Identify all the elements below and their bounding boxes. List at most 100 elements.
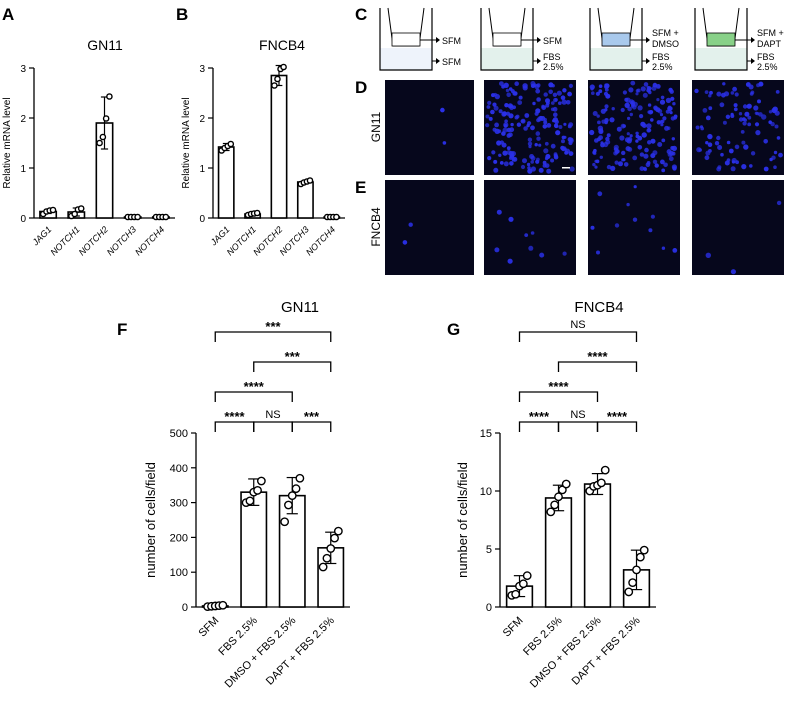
nucleus — [596, 114, 600, 118]
micrograph-background — [692, 180, 784, 275]
nucleus — [599, 155, 603, 159]
nucleus — [626, 138, 632, 144]
nucleus — [716, 135, 721, 141]
category-label: DMSO + FBS 2.5% — [223, 614, 299, 690]
nucleus — [504, 119, 508, 123]
data-point — [333, 526, 343, 536]
y-tick-label: 0 — [20, 214, 26, 225]
nucleus — [635, 134, 640, 139]
nucleus — [499, 161, 504, 165]
data-point — [280, 63, 287, 71]
nucleus — [743, 144, 749, 150]
nucleus — [632, 155, 638, 161]
significance-label: **** — [224, 409, 245, 424]
nucleus — [775, 90, 780, 94]
nucleus — [645, 162, 651, 168]
row-label-gn11: GN11 — [369, 111, 383, 142]
nucleus — [543, 92, 548, 97]
nucleus — [629, 112, 633, 117]
significance-label: **** — [529, 409, 550, 424]
nucleus — [402, 240, 408, 245]
nucleus — [744, 111, 750, 117]
nucleus — [662, 116, 667, 121]
nucleus — [704, 90, 709, 94]
nucleus — [600, 108, 606, 114]
nucleus — [666, 149, 672, 155]
significance-bracket: *** — [253, 349, 332, 372]
data-point — [71, 210, 78, 218]
nucleus — [530, 166, 537, 172]
category-label: NOTCH3 — [105, 224, 138, 257]
nucleus — [508, 87, 513, 91]
nucleus — [621, 158, 625, 162]
nucleus — [648, 228, 653, 233]
significance-bracket: *** — [214, 319, 332, 342]
nucleus — [625, 97, 631, 103]
nucleus — [627, 147, 633, 152]
arrowhead-bottom — [646, 58, 650, 64]
nucleus — [509, 161, 514, 166]
data-point — [632, 565, 641, 575]
nucleus — [640, 121, 646, 127]
nucleus — [546, 168, 552, 174]
nucleus — [498, 109, 503, 114]
nucleus — [565, 100, 571, 105]
nucleus — [614, 150, 619, 154]
significance-bracket: **** — [214, 379, 293, 402]
nucleus — [542, 160, 547, 165]
nucleus — [520, 164, 526, 170]
nucleus — [753, 105, 759, 111]
nucleus — [542, 124, 548, 129]
nucleus — [629, 134, 633, 138]
panel-letter-e: E — [355, 178, 366, 197]
nucleus — [521, 119, 526, 123]
nucleus — [659, 99, 666, 105]
nucleus — [606, 164, 612, 170]
nucleus — [754, 122, 760, 127]
data-point — [550, 500, 560, 510]
nucleus — [552, 117, 559, 123]
nucleus — [539, 252, 545, 258]
significance-bracket: **** — [214, 409, 255, 432]
nucleus — [538, 115, 544, 121]
arrowhead-top — [646, 37, 650, 43]
nucleus — [730, 166, 736, 172]
nucleus — [546, 123, 552, 128]
microscopy-images — [385, 80, 784, 275]
nucleus — [592, 111, 598, 116]
bracket-line — [557, 361, 638, 372]
nucleus — [568, 151, 574, 157]
category-label: DAPT + FBS 2.5% — [570, 614, 643, 687]
nucleus — [487, 100, 492, 105]
chart-f: GN11 number of cells/field 0 100 200 300 400 50… — [143, 299, 350, 690]
nucleus — [637, 145, 643, 150]
data-point — [227, 140, 235, 148]
nucleus — [485, 123, 490, 128]
category-label: JAG1 — [30, 224, 54, 248]
nucleus — [730, 112, 734, 116]
y-tick-label: 5 — [486, 544, 492, 556]
nucleus — [589, 84, 595, 90]
nucleus — [548, 89, 553, 95]
bar — [583, 483, 612, 608]
nucleus — [660, 123, 664, 127]
nucleus — [668, 156, 674, 162]
micrograph-background — [588, 180, 680, 275]
nucleus — [663, 162, 668, 168]
lower-label: SFM — [442, 57, 461, 67]
nucleus — [769, 157, 773, 162]
data-point — [511, 589, 521, 599]
nucleus — [558, 101, 562, 105]
data-point — [635, 552, 645, 562]
bar — [240, 491, 268, 608]
nucleus — [440, 107, 445, 113]
panel-letter-f: F — [117, 320, 127, 339]
significance-label: **** — [244, 379, 265, 394]
nucleus — [723, 91, 730, 97]
nucleus — [544, 141, 549, 146]
bracket-line — [557, 421, 599, 432]
nucleus — [560, 145, 565, 151]
nucleus — [595, 91, 601, 96]
